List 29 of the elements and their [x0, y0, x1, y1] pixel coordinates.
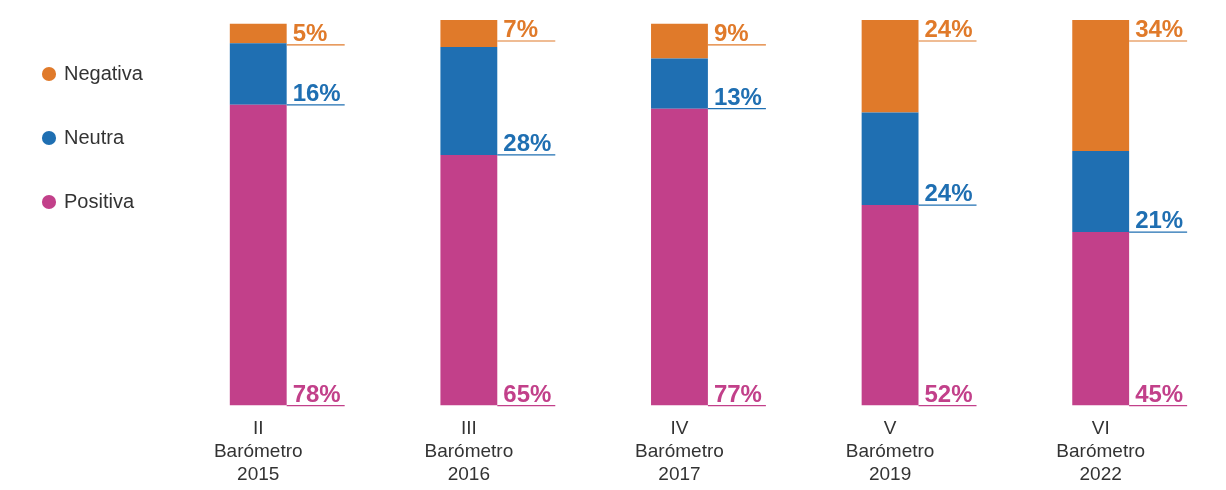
x-tick-label: IV Barómetro 2017 — [635, 417, 724, 484]
data-label: 24% — [924, 15, 973, 42]
data-label: 45% — [1135, 379, 1184, 407]
legend-label: Negativa — [64, 61, 144, 84]
data-label: 21% — [1135, 206, 1184, 234]
data-label: 78% — [292, 379, 341, 407]
data-label: 24% — [924, 179, 973, 207]
bar — [440, 154, 498, 406]
bar — [651, 108, 708, 406]
data-label: 16% — [292, 78, 341, 106]
data-label: 77% — [713, 379, 762, 407]
legend-label: Neutra — [64, 125, 125, 148]
data-label: 65% — [503, 379, 552, 407]
data-label: 34% — [1135, 15, 1184, 42]
x-tick-label: VI Barómetro 2022 — [1056, 417, 1146, 484]
data-label: 28% — [503, 128, 552, 156]
data-label: 5% — [292, 18, 328, 46]
x-tick-label: III Barómetro 2016 — [424, 417, 514, 484]
x-tick-label: V Barómetro 2019 — [845, 417, 935, 484]
bar — [229, 23, 287, 44]
bar — [1072, 232, 1130, 406]
bar — [861, 205, 919, 406]
bar — [229, 104, 287, 406]
data-label: 9% — [713, 18, 749, 46]
x-tick-label: II Barómetro 2015 — [213, 417, 303, 484]
legend-label: Positiva — [64, 189, 135, 212]
data-label: 13% — [713, 82, 762, 110]
data-label: 7% — [503, 15, 538, 42]
data-label: 52% — [924, 379, 973, 407]
